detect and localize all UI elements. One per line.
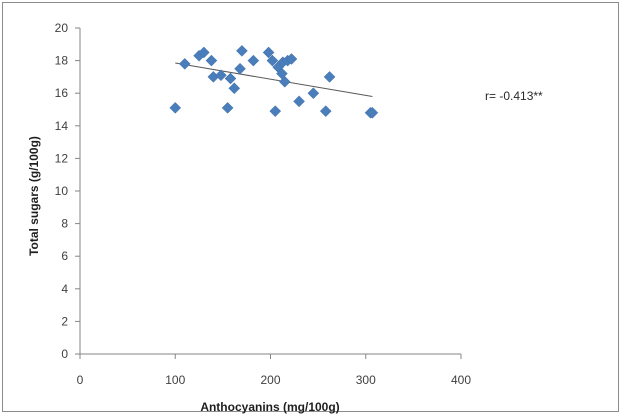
data-point	[323, 71, 336, 83]
data-point	[307, 87, 320, 100]
data-point	[215, 69, 227, 82]
data-point	[247, 54, 260, 67]
y-tick-label: 10	[55, 184, 69, 198]
x-tick-label: 0	[77, 373, 84, 387]
data-point	[221, 102, 234, 114]
data-point	[224, 72, 237, 85]
data-point	[293, 95, 305, 108]
y-axis-ticks: 0 2 4 6 8 10 12 14 16 18 20	[55, 21, 80, 361]
data-point	[266, 54, 279, 67]
data-point	[262, 46, 275, 59]
trendline-group	[175, 62, 373, 97]
y-axis-title: Total sugars (g/100g)	[27, 136, 41, 256]
trendline	[175, 62, 373, 97]
data-point	[205, 54, 218, 67]
y-tick-label: 14	[55, 119, 69, 133]
x-tick-label: 200	[260, 373, 280, 387]
y-tick-label: 18	[55, 54, 69, 68]
x-axis-ticks: 0 100 200 300 400	[77, 354, 471, 387]
x-tick-label: 300	[356, 373, 376, 387]
correlation-annotation: r= -0.413**	[485, 89, 543, 103]
x-axis-title: Anthocyanins (mg/100g)	[200, 400, 339, 414]
y-tick-label: 2	[61, 314, 68, 328]
x-tick-label: 100	[165, 373, 185, 387]
data-point	[366, 106, 379, 119]
data-point	[236, 44, 248, 57]
x-tick-label: 400	[451, 373, 471, 387]
y-tick-label: 8	[61, 217, 68, 231]
y-tick-label: 12	[55, 151, 69, 165]
data-point	[278, 75, 291, 88]
data-point	[197, 46, 210, 59]
data-point	[178, 58, 191, 70]
data-point	[169, 102, 182, 114]
data-point	[285, 53, 298, 65]
chart-frame	[2, 2, 619, 412]
data-point	[269, 105, 282, 117]
axes	[79, 28, 461, 355]
data-point	[234, 62, 246, 75]
data-point	[319, 105, 332, 117]
data-point	[228, 82, 241, 95]
data-points	[169, 44, 379, 119]
y-tick-label: 4	[61, 282, 68, 296]
y-tick-label: 16	[55, 86, 69, 100]
y-tick-label: 0	[61, 347, 68, 361]
y-tick-label: 6	[61, 249, 68, 263]
y-tick-label: 20	[55, 21, 69, 35]
